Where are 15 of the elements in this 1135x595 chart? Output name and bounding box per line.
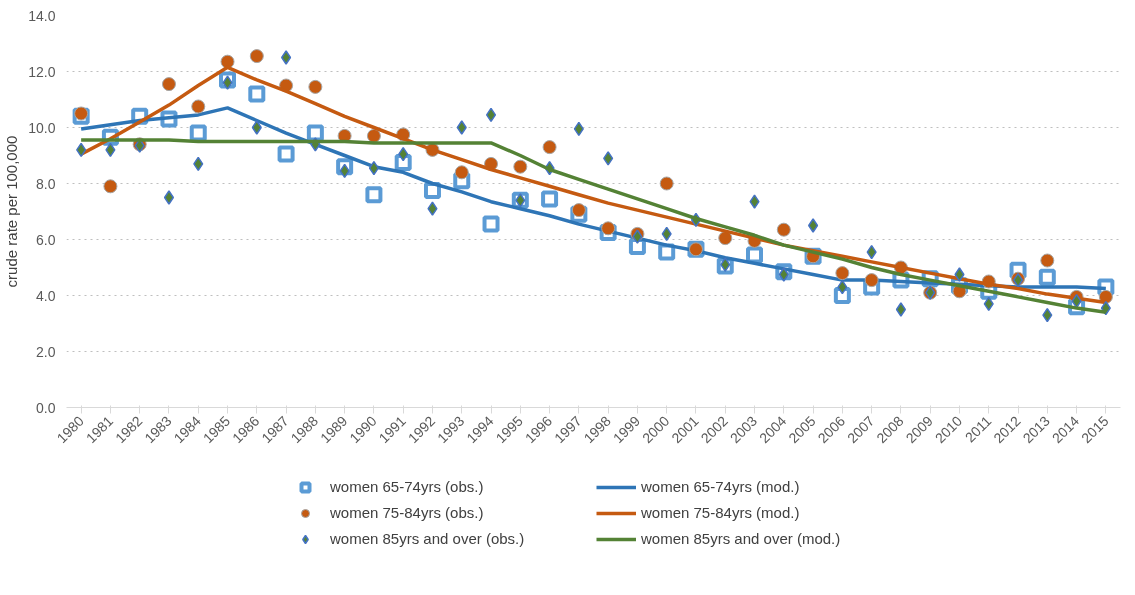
legend-label: women 65-74yrs (mod.) bbox=[641, 478, 801, 495]
y-tick-label: 4.0 bbox=[36, 287, 56, 304]
legend-label: women 85yrs and over (obs.) bbox=[330, 530, 526, 547]
legend-label: women 65-74yrs (obs.) bbox=[330, 478, 485, 495]
y-tick-label: 12.0 bbox=[28, 63, 56, 80]
y-tick-label: 0.0 bbox=[36, 399, 56, 416]
y-tick-label: 14.0 bbox=[28, 7, 56, 24]
y-tick-label: 6.0 bbox=[36, 231, 56, 248]
y-tick-label: 2.0 bbox=[36, 343, 56, 360]
legend-label: women 75-84yrs (mod.) bbox=[641, 504, 801, 521]
y-tick-label: 10.0 bbox=[28, 119, 56, 136]
legend-label: women 75-84yrs (obs.) bbox=[330, 504, 485, 521]
legend-label: women 85yrs and over (mod.) bbox=[641, 530, 842, 547]
y-tick-label: 8.0 bbox=[36, 175, 56, 192]
y-axis-title: crude rate per 100,000 bbox=[3, 135, 21, 288]
